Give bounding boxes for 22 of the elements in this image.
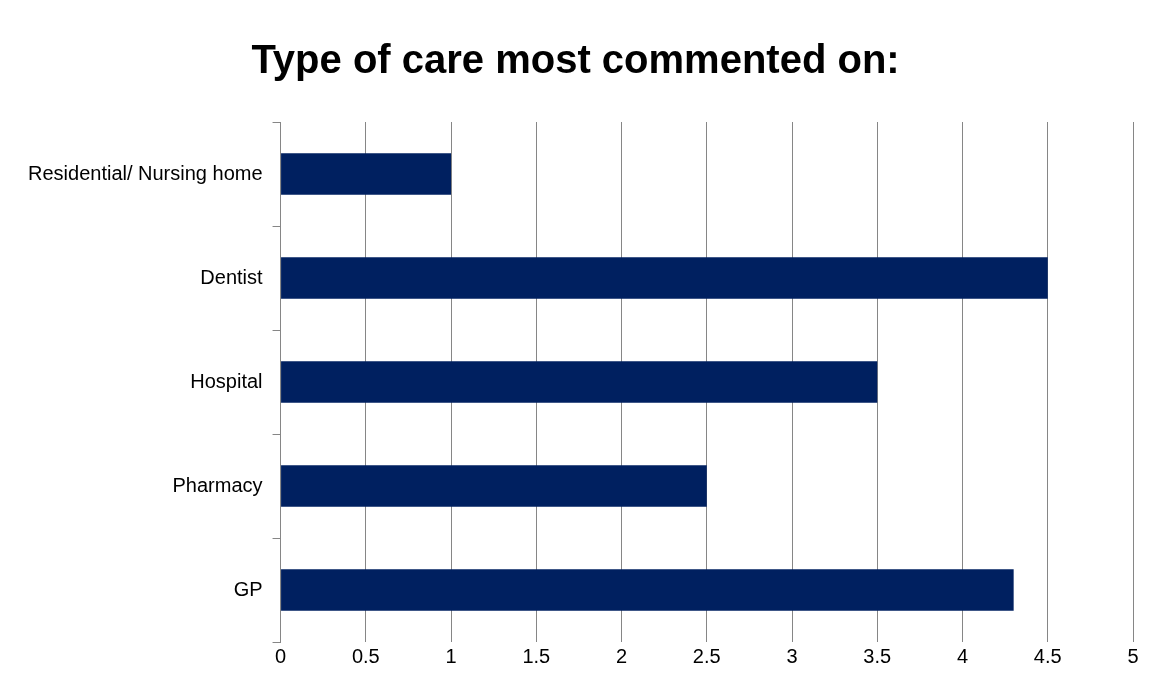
x-tick-label: 5 [1127,644,1139,667]
x-tick-label: 1 [445,644,457,667]
x-tick-label: 2 [615,644,628,667]
y-tick-label: Pharmacy [172,473,263,496]
x-tick-label: 1.5 [522,644,551,667]
x-tick-label: 3 [786,644,798,667]
x-tick-label: 2.5 [692,644,721,667]
bar [281,153,452,195]
bar [281,361,878,403]
x-tick-label: 3.5 [863,644,892,667]
x-tick-label: 4 [956,644,969,667]
chart-title: Type of care most commented on: [251,37,900,82]
y-tick-label: Residential/ Nursing home [28,161,263,184]
x-tick-label: 4.5 [1033,644,1062,667]
bar [281,465,707,507]
x-tick-label: 0 [275,644,287,667]
y-tick-label: Hospital [190,369,263,392]
y-tick-label: GP [233,577,263,600]
x-tick-label: 0.5 [351,644,380,667]
bar [281,257,1048,299]
y-tick-label: Dentist [200,265,263,288]
bar [281,569,1014,611]
